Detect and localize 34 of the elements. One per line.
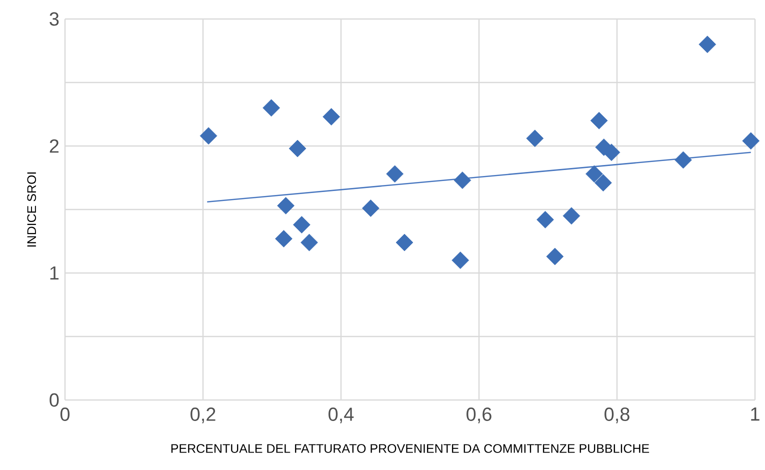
y-tick-label: 3	[50, 12, 59, 26]
point	[362, 200, 380, 217]
point	[452, 252, 470, 269]
point	[386, 165, 404, 183]
y-tick-label: 1	[50, 266, 59, 280]
x-tick-label: 0,8	[604, 408, 630, 424]
x-tick-label: 0,4	[328, 408, 354, 424]
point	[536, 210, 554, 228]
x-tick-label: 0	[60, 408, 70, 421]
point	[288, 140, 306, 158]
point	[275, 230, 292, 248]
point	[698, 36, 716, 54]
point	[396, 234, 414, 252]
x-tick-label: 0,2	[190, 408, 216, 424]
point	[262, 99, 280, 117]
point	[200, 127, 218, 145]
point	[300, 234, 318, 252]
point	[586, 165, 603, 183]
point	[277, 196, 294, 214]
y-tick-label: 2	[50, 139, 59, 153]
point	[292, 216, 310, 234]
point	[526, 130, 544, 148]
x-tick-label: 1	[751, 408, 760, 421]
point	[590, 112, 608, 130]
y-axis-title: INDICE SROI	[27, 172, 36, 247]
point	[322, 108, 340, 126]
point	[454, 172, 472, 189]
x-axis-title: PERCENTUALE DEL FATTURATO PROVENIENTE DA COMMITTENZE PUBBLICHE	[171, 444, 650, 453]
point	[594, 174, 612, 192]
y-tick-label: 0	[50, 393, 59, 407]
point	[674, 151, 692, 169]
x-tick-label: 0,6	[466, 408, 492, 424]
point	[562, 207, 580, 225]
point	[546, 248, 564, 266]
